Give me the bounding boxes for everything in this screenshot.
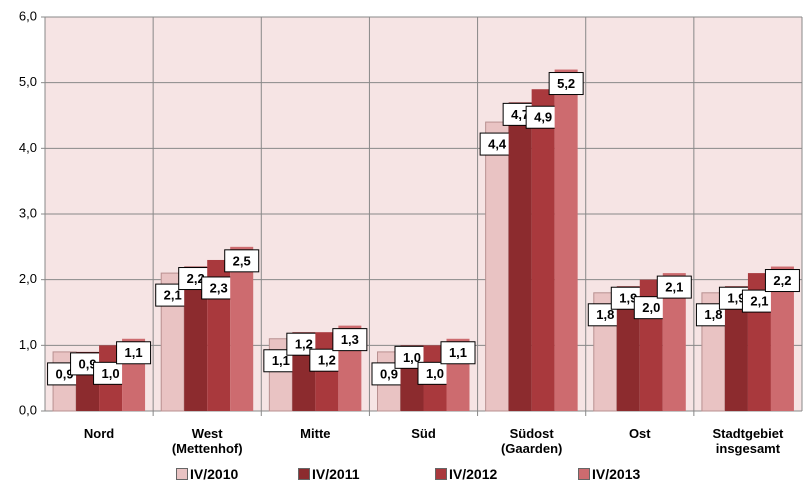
y-tick-label: 6,0 bbox=[19, 8, 37, 23]
legend-swatch bbox=[298, 468, 310, 480]
value-label: 1,2 bbox=[295, 337, 313, 352]
bar bbox=[662, 273, 686, 411]
x-tick-label: Stadtgebiet insgesamt bbox=[712, 426, 784, 456]
bar bbox=[184, 266, 208, 411]
y-tick-label: 5,0 bbox=[19, 74, 37, 89]
value-label: 0,9 bbox=[56, 366, 74, 381]
value-label-box bbox=[764, 269, 800, 293]
legend-label: IV/2010 bbox=[190, 466, 239, 482]
value-label: 2,2 bbox=[773, 273, 791, 288]
value-label: 1,8 bbox=[704, 307, 722, 322]
bar bbox=[230, 246, 254, 411]
x-tick-label: Ost bbox=[628, 426, 651, 441]
legend-swatch bbox=[435, 468, 447, 480]
legend-item: IV/2010 bbox=[176, 466, 238, 482]
value-label: 4,9 bbox=[534, 110, 552, 125]
value-label: 2,3 bbox=[210, 280, 228, 295]
legend-label: IV/2012 bbox=[449, 466, 498, 482]
y-tick-label: 4,0 bbox=[19, 140, 37, 155]
x-tick-label: West (Mettenhof) bbox=[171, 426, 243, 456]
x-tick-label: Süd bbox=[411, 426, 436, 441]
value-label: 1,9 bbox=[727, 291, 745, 306]
x-tick-label: Nord bbox=[83, 426, 115, 441]
x-tick-label: Südost (Gaarden) bbox=[500, 426, 563, 456]
legend-swatch bbox=[176, 468, 188, 480]
value-label: 1,2 bbox=[318, 353, 336, 368]
value-label: 1,3 bbox=[341, 332, 359, 347]
value-label-box bbox=[224, 249, 260, 273]
value-label-box bbox=[332, 328, 368, 352]
y-tick-label: 1,0 bbox=[19, 337, 37, 352]
value-label: 1,0 bbox=[102, 366, 120, 381]
value-label-box bbox=[440, 341, 476, 365]
y-tick-label: 3,0 bbox=[19, 205, 37, 220]
value-label: 0,9 bbox=[380, 366, 398, 381]
value-label: 1,1 bbox=[125, 345, 143, 360]
value-label: 1,1 bbox=[272, 353, 290, 368]
value-label: 2,5 bbox=[233, 253, 251, 268]
legend-label: IV/2011 bbox=[312, 466, 360, 482]
value-label: 1,9 bbox=[619, 291, 637, 306]
value-label: 2,2 bbox=[187, 271, 205, 286]
y-tick-label: 2,0 bbox=[19, 271, 37, 286]
legend-swatch bbox=[578, 468, 590, 480]
value-label: 1,0 bbox=[403, 350, 421, 365]
legend-label: IV/2013 bbox=[592, 466, 641, 482]
legend-item: IV/2013 bbox=[578, 466, 640, 482]
value-label: 2,0 bbox=[642, 300, 660, 315]
value-label: 2,1 bbox=[750, 294, 768, 309]
y-tick-label: 0,0 bbox=[19, 402, 37, 417]
value-label: 4,4 bbox=[488, 137, 507, 152]
bar bbox=[508, 102, 532, 411]
value-label-box bbox=[548, 72, 584, 96]
value-label: 5,2 bbox=[557, 76, 575, 91]
legend-item: IV/2012 bbox=[435, 466, 497, 482]
value-label: 1,8 bbox=[596, 307, 614, 322]
value-label: 2,1 bbox=[665, 280, 683, 295]
bar bbox=[770, 266, 794, 411]
bar bbox=[485, 121, 510, 412]
x-tick-label: Mitte bbox=[300, 426, 331, 441]
value-label: 1,0 bbox=[426, 366, 444, 381]
bar bbox=[724, 286, 748, 411]
legend-item: IV/2011 bbox=[298, 466, 360, 482]
value-label-box bbox=[116, 341, 152, 365]
value-label: 0,9 bbox=[79, 356, 97, 371]
value-label: 4,7 bbox=[511, 107, 529, 122]
bar bbox=[554, 69, 578, 412]
value-label: 1,1 bbox=[449, 345, 467, 360]
bar bbox=[531, 89, 555, 411]
value-label: 2,1 bbox=[164, 288, 182, 303]
value-label-box bbox=[656, 275, 692, 299]
